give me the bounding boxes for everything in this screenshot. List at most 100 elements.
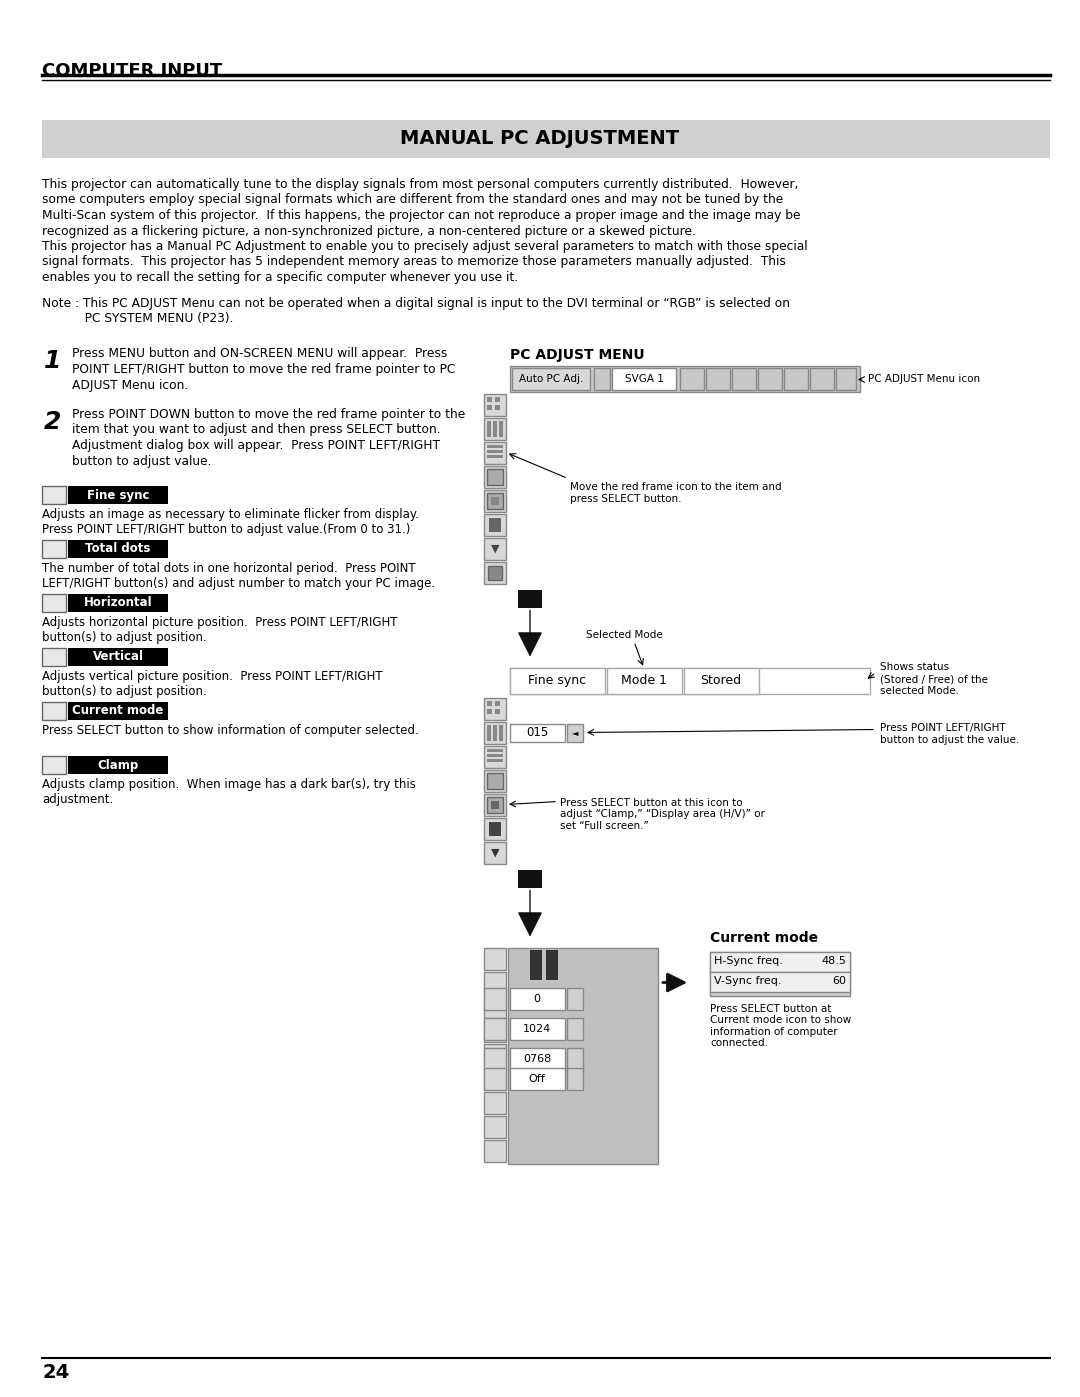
Text: Horizontal: Horizontal xyxy=(83,597,152,609)
Bar xyxy=(567,1048,583,1070)
Bar xyxy=(508,947,658,1164)
Text: PC ADJUST MENU: PC ADJUST MENU xyxy=(510,348,645,362)
Bar xyxy=(68,648,168,666)
Text: 24: 24 xyxy=(42,1363,69,1382)
Text: recognized as a flickering picture, a non-synchronized picture, a non-centered p: recognized as a flickering picture, a no… xyxy=(42,225,696,237)
Bar xyxy=(495,700,500,705)
Bar xyxy=(484,996,507,1017)
Text: Press POINT DOWN button to move the red frame pointer to the: Press POINT DOWN button to move the red … xyxy=(72,408,465,420)
Bar xyxy=(487,450,503,453)
Bar xyxy=(487,796,503,813)
Bar xyxy=(487,420,491,436)
Bar xyxy=(518,869,542,887)
Bar xyxy=(68,594,168,612)
Bar xyxy=(495,397,500,401)
Text: ▼: ▼ xyxy=(490,848,499,858)
Bar xyxy=(510,724,565,742)
Bar xyxy=(510,668,605,693)
Text: enables you to recall the setting for a specific computer whenever you use it.: enables you to recall the setting for a … xyxy=(42,271,518,284)
Bar xyxy=(487,753,503,757)
Text: PC ADJUST Menu icon: PC ADJUST Menu icon xyxy=(868,374,981,384)
Bar xyxy=(68,486,168,504)
Text: Off: Off xyxy=(528,1073,545,1084)
Bar xyxy=(68,541,168,557)
Text: Move the red frame icon to the item and
press SELECT button.: Move the red frame icon to the item and … xyxy=(570,482,782,504)
Text: some computers employ special signal formats which are different from the standa: some computers employ special signal for… xyxy=(42,194,783,207)
Text: Stored: Stored xyxy=(701,673,742,687)
Bar xyxy=(710,951,850,996)
Bar xyxy=(484,538,507,560)
Bar xyxy=(484,1067,507,1090)
Bar xyxy=(492,420,497,436)
Bar xyxy=(484,988,507,1010)
Bar xyxy=(484,1020,507,1042)
Bar xyxy=(784,367,808,390)
Text: 48.5: 48.5 xyxy=(821,957,846,967)
Text: MANUAL PC ADJUSTMENT: MANUAL PC ADJUSTMENT xyxy=(401,130,679,148)
Text: H-Sync freq.: H-Sync freq. xyxy=(714,957,783,967)
Bar xyxy=(487,725,491,740)
Text: Note : This PC ADJUST Menu can not be operated when a digital signal is input to: Note : This PC ADJUST Menu can not be op… xyxy=(42,296,789,310)
Text: POINT LEFT/RIGHT button to move the red frame pointer to PC: POINT LEFT/RIGHT button to move the red … xyxy=(72,363,456,376)
Text: ▼: ▼ xyxy=(490,543,499,553)
Text: Press POINT LEFT/RIGHT
button to adjust the value.: Press POINT LEFT/RIGHT button to adjust … xyxy=(880,724,1020,745)
Bar xyxy=(567,1067,583,1090)
Bar xyxy=(487,773,503,788)
Bar xyxy=(499,725,503,740)
Bar xyxy=(491,800,499,809)
Bar xyxy=(732,367,756,390)
Text: This projector can automatically tune to the display signals from most personal : This projector can automatically tune to… xyxy=(42,177,798,191)
Text: Auto PC Adj.: Auto PC Adj. xyxy=(518,373,583,384)
Bar xyxy=(567,988,583,1010)
Bar xyxy=(484,418,507,440)
Text: Current mode: Current mode xyxy=(710,932,819,946)
Bar xyxy=(42,648,66,666)
Text: Fine sync: Fine sync xyxy=(86,489,149,502)
Bar xyxy=(484,817,507,840)
Text: Press SELECT button at
Current mode icon to show
information of computer
connect: Press SELECT button at Current mode icon… xyxy=(710,1003,851,1048)
Bar xyxy=(484,514,507,535)
Bar xyxy=(510,1067,565,1090)
Bar xyxy=(484,841,507,863)
Bar xyxy=(607,668,681,693)
Text: Press MENU button and ON-SCREEN MENU will appear.  Press: Press MENU button and ON-SCREEN MENU wil… xyxy=(72,348,447,360)
Bar xyxy=(484,746,507,767)
Bar xyxy=(68,756,168,774)
Bar xyxy=(530,950,542,979)
Text: signal formats.  This projector has 5 independent memory areas to memorize those: signal formats. This projector has 5 ind… xyxy=(42,256,786,268)
Text: 60: 60 xyxy=(832,977,846,986)
Bar xyxy=(567,1017,583,1039)
Bar xyxy=(495,405,500,409)
Text: button(s) to adjust position.: button(s) to adjust position. xyxy=(42,686,206,698)
Bar xyxy=(612,367,676,390)
Bar xyxy=(484,721,507,743)
Text: Selected Mode: Selected Mode xyxy=(585,630,662,640)
Bar xyxy=(484,947,507,970)
Bar xyxy=(484,971,507,993)
Bar xyxy=(488,566,502,580)
Bar xyxy=(484,697,507,719)
Bar xyxy=(710,951,850,971)
Bar xyxy=(594,367,610,390)
Text: Press SELECT button to show information of computer selected.: Press SELECT button to show information … xyxy=(42,724,419,738)
Text: button(s) to adjust position.: button(s) to adjust position. xyxy=(42,631,206,644)
Bar xyxy=(484,489,507,511)
Bar xyxy=(68,703,168,719)
Text: LEFT/RIGHT button(s) and adjust number to match your PC image.: LEFT/RIGHT button(s) and adjust number t… xyxy=(42,577,435,591)
Text: 0768: 0768 xyxy=(523,1053,551,1063)
Bar xyxy=(42,756,66,774)
Text: Total dots: Total dots xyxy=(85,542,151,556)
Bar xyxy=(510,668,870,693)
Bar xyxy=(484,1140,507,1161)
Bar xyxy=(491,496,499,504)
Bar xyxy=(499,420,503,436)
Text: Adjusts an image as necessary to eliminate flicker from display.: Adjusts an image as necessary to elimina… xyxy=(42,509,419,521)
Bar xyxy=(492,725,497,740)
Bar xyxy=(484,1017,507,1039)
Bar xyxy=(484,1091,507,1113)
Bar xyxy=(706,367,730,390)
Text: SVGA 1: SVGA 1 xyxy=(624,373,663,384)
Bar xyxy=(487,759,503,761)
Bar xyxy=(489,517,501,531)
Text: Vertical: Vertical xyxy=(93,651,144,664)
